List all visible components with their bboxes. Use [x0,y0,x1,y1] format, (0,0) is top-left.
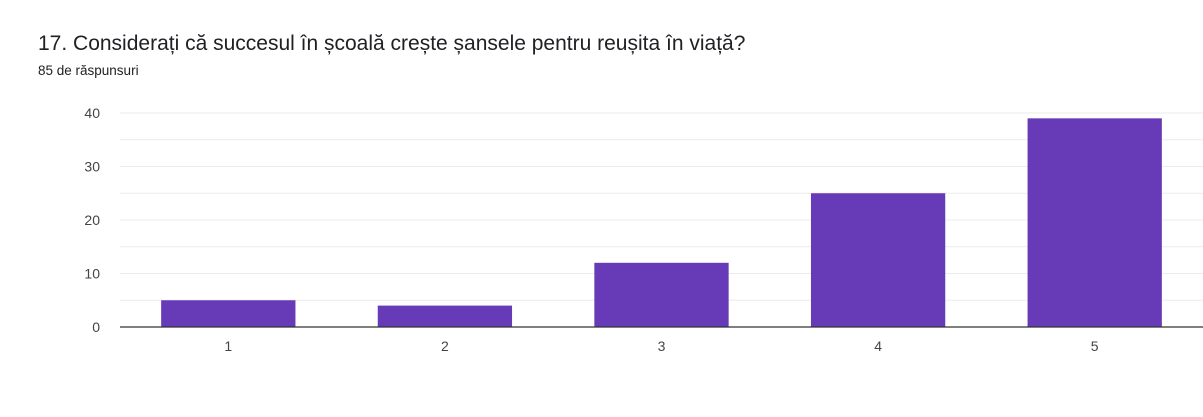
bar-4 [810,193,946,327]
bars [161,118,1162,327]
y-tick-label: 40 [84,105,100,121]
bar-3 [594,262,729,327]
response-count: 85 de răspunsuri [38,63,139,78]
bar-5 [1027,118,1162,327]
x-tick-label: 3 [658,338,666,354]
bar-2 [377,305,513,327]
x-tick-label: 2 [441,338,449,354]
x-tick-label: 4 [874,338,882,354]
x-tick-label: 5 [1091,338,1099,354]
question-title: 17. Considerați că succesul în școală cr… [38,32,746,55]
y-tick-label: 10 [84,266,100,282]
y-tick-label: 0 [92,319,100,335]
y-tick-label: 20 [84,212,100,228]
gridlines [120,112,1203,301]
y-tick-label: 30 [84,159,100,175]
y-axis-ticks: 0 10 20 30 40 [84,105,100,335]
x-tick-label: 1 [224,338,232,354]
bar-1 [161,300,296,327]
x-axis-ticks: 1 2 3 4 5 [224,338,1098,354]
